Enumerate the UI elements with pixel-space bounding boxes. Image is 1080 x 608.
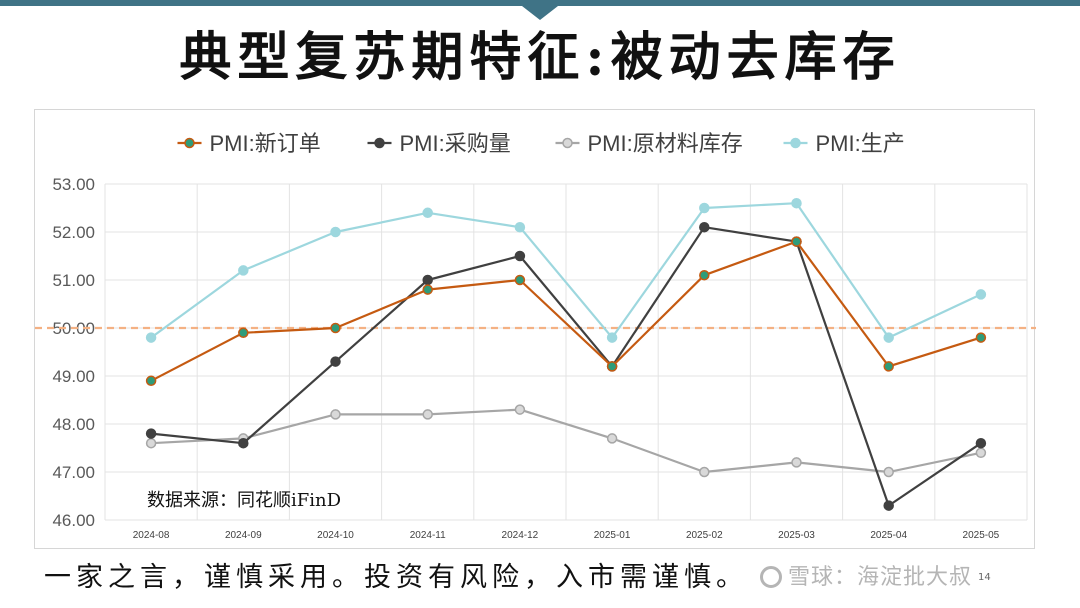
data-point [699,202,710,214]
data-point [606,433,618,444]
x-tick-label: 2024-09 [225,530,262,541]
series-line [151,408,982,474]
data-point [422,284,433,295]
y-tick-label: 47.00 [52,463,95,482]
data-point [791,236,802,247]
y-tick-label: 53.00 [52,175,95,194]
x-tick-label: 2025-04 [870,530,907,541]
data-point [514,404,526,415]
y-tick-label: 51.00 [52,271,95,290]
data-point [699,221,710,233]
data-point [606,332,618,343]
data-point [514,250,526,262]
series-line [150,202,982,339]
data-point [330,409,341,420]
footer-disclaimer: 一家之言，谨慎采用。投资有风险，入市需谨慎。 [44,562,748,593]
data-point [422,409,433,420]
page-number: 14 [978,572,991,583]
data-point [238,437,249,449]
data-point [422,207,433,219]
data-point [975,332,987,343]
series-line [150,240,982,382]
data-point [238,327,249,339]
data-point [606,361,618,372]
x-tick-label: 2024-12 [502,530,539,541]
x-tick-label: 2025-05 [963,530,1000,541]
data-point [975,437,987,449]
data-point [883,500,894,511]
y-tick-label: 48.00 [52,415,95,434]
x-tick-label: 2024-08 [133,530,170,541]
data-point [145,375,157,387]
data-point [791,457,802,468]
data-point [883,361,894,372]
data-point [975,447,987,459]
series-line [150,226,982,507]
data-point [145,428,157,439]
legend-swatch-marker [184,137,195,149]
data-point [699,269,710,281]
data-point [883,466,894,478]
x-tick-label: 2025-01 [594,530,631,541]
data-point [975,289,987,300]
data-point [791,197,802,209]
data-point [330,322,341,334]
data-point [422,274,433,286]
legend-swatch-marker [562,137,573,149]
x-tick-label: 2024-10 [317,530,354,541]
data-point [145,437,157,449]
slide-title: 典型复苏期特征:被动去库存 [179,27,901,88]
legend-label: PMI:生产 [816,131,905,156]
chart-frame: 46.00 47.00 48.00 49.00 50.00 51.00 52.00 53.00… [34,109,1036,549]
data-point [330,226,341,238]
data-point [699,466,710,478]
legend-label: PMI:新订单 [210,131,321,156]
data-point [514,221,526,233]
pmi-line-chart: 46.0047.0048.0049.0050.0051.0052.0053.00… [35,131,1036,541]
legend-label: PMI:原材料库存 [588,131,743,156]
data-point [145,332,157,343]
data-point [514,274,526,286]
data-point [330,356,341,367]
x-tick-label: 2025-02 [686,530,723,541]
legend-label: PMI:采购量 [400,131,511,156]
legend-swatch-marker [374,137,385,149]
legend-swatch-marker [790,137,801,149]
top-accent-bar [0,0,1080,6]
y-tick-label: 49.00 [52,367,95,386]
data-point [883,332,894,343]
snowball-logo-icon [760,566,782,588]
top-notch-marker [522,6,558,20]
watermark-text: 雪球：海淀批大叔 [788,565,973,590]
y-tick-label: 46.00 [52,511,95,530]
x-tick-label: 2025-03 [778,530,815,541]
source-annotation: 数据来源：同花顺iFinD [147,490,341,511]
y-tick-label: 52.00 [52,223,95,242]
watermark: 雪球：海淀批大叔 [760,558,972,598]
x-tick-label: 2024-11 [410,530,446,541]
data-point [238,265,249,276]
